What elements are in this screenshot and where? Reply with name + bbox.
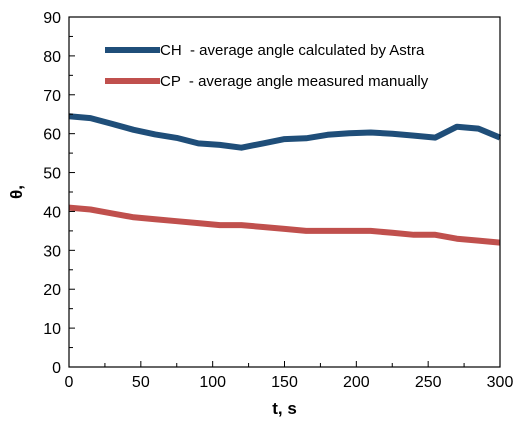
x-tick-label: 100: [199, 374, 226, 391]
y-tick-label: 10: [43, 321, 61, 338]
x-tick-label: 300: [487, 374, 514, 391]
legend: CH - average angle calculated by Astra CP…: [105, 42, 429, 90]
y-tick-label: 30: [43, 243, 61, 260]
y-tick-label: 80: [43, 49, 61, 66]
x-axis-title: t, s: [272, 399, 297, 418]
plot-frame: [68, 16, 501, 368]
x-tick-label: 250: [415, 374, 442, 391]
y-tick-label: 0: [52, 360, 61, 377]
y-tick-label: 90: [43, 10, 61, 27]
y-tick-label: 70: [43, 88, 61, 105]
x-tick-label: 0: [65, 374, 74, 391]
x-tick-label: 50: [132, 374, 150, 391]
y-axis-title: θ,: [7, 185, 26, 199]
x-tick-label: 200: [343, 374, 370, 391]
plot-area: [68, 113, 502, 246]
y-tick-label: 50: [43, 166, 61, 183]
x-tick-label: 150: [271, 374, 298, 391]
axes: 0 50 100 150 200 250 300 0 10 20 30 40 50 60 70 80 90: [43, 10, 513, 391]
series-line-1: [68, 113, 502, 151]
series-line-2: [68, 204, 501, 246]
y-tick-label: 40: [43, 204, 61, 221]
legend-label-1: CH - average angle calculated by Astra: [160, 42, 425, 59]
y-tick-label: 60: [43, 127, 61, 144]
y-tick-label: 20: [43, 282, 61, 299]
legend-label-2: CP - average angle measured manually: [160, 73, 429, 90]
